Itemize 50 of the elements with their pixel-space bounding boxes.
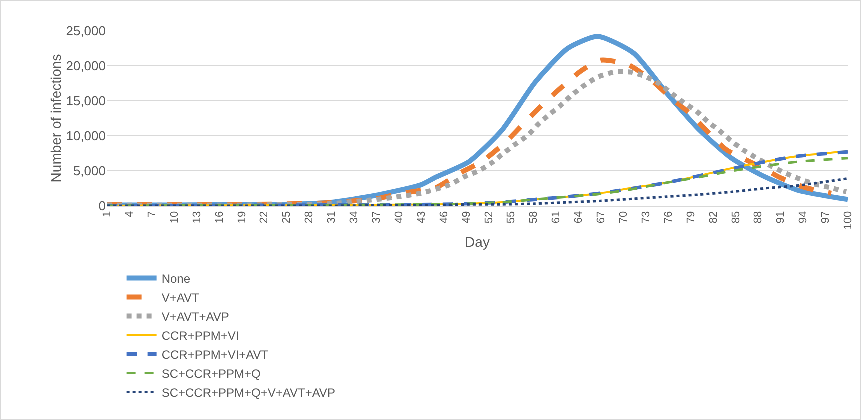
x-tick-label: 61 — [550, 211, 563, 224]
y-axis-title: Number of infections — [48, 54, 64, 183]
x-tick-label: 67 — [596, 211, 608, 224]
legend-label: V+AVT — [162, 290, 200, 305]
legend-label: SC+CCR+PPM+Q — [162, 366, 261, 381]
x-tick-label: 19 — [236, 211, 248, 224]
x-tick-label: 82 — [708, 211, 720, 224]
x-tick-label: 79 — [685, 211, 698, 224]
x-tick-label: 91 — [775, 211, 788, 224]
y-tick-label: 0 — [98, 198, 106, 214]
x-tick-label: 70 — [618, 211, 630, 224]
line-series — [107, 177, 848, 206]
x-tick-label: 1 — [102, 211, 114, 218]
x-tick-label: 100 — [842, 211, 855, 230]
x-tick-label: 73 — [640, 211, 652, 224]
x-tick-label: 13 — [191, 211, 204, 224]
x-tick-label: 64 — [573, 211, 586, 224]
x-tick-label: 97 — [820, 211, 832, 224]
x-tick-label: 46 — [438, 211, 450, 224]
x-tick-label: 10 — [168, 211, 181, 224]
x-tick-label: 34 — [348, 211, 361, 224]
x-tick-label: 49 — [460, 211, 473, 224]
x-tick-label: 55 — [506, 211, 518, 224]
legend-label: None — [162, 272, 191, 286]
legend-label: CCR+PPM+VI — [162, 328, 240, 343]
y-tick-label: 10,000 — [66, 128, 106, 144]
x-tick-label: 88 — [752, 211, 765, 224]
x-tick-label: 76 — [662, 211, 675, 224]
y-tick-label: 15,000 — [66, 94, 106, 109]
x-tick-label: 85 — [730, 211, 742, 224]
x-axis-title: Day — [465, 234, 490, 250]
x-tick-label: 58 — [528, 211, 540, 224]
x-tick-label: 22 — [258, 211, 271, 224]
x-tick-label: 28 — [304, 211, 316, 224]
legend-label: SC+CCR+PPM+Q+V+AVT+AVP — [162, 386, 336, 400]
x-tick-label: 40 — [393, 211, 406, 224]
y-tick-label: 5,000 — [73, 164, 106, 179]
legend-label: CCR+PPM+VI+AVT — [162, 348, 270, 362]
x-tick-label: 31 — [326, 211, 338, 224]
x-tick-label: 37 — [371, 211, 384, 224]
x-tick-label: 43 — [416, 211, 428, 224]
x-tick-label: 16 — [214, 211, 226, 224]
y-tick-label: 25,000 — [66, 24, 106, 39]
y-tick-label: 20,000 — [66, 58, 106, 74]
x-tick-label: 94 — [798, 211, 810, 224]
x-tick-label: 52 — [483, 211, 496, 224]
x-tick-label: 25 — [281, 211, 294, 224]
x-tick-label: 7 — [146, 211, 158, 218]
legend-label: V+AVT+AVP — [162, 310, 230, 324]
x-tick-label: 4 — [124, 211, 136, 218]
